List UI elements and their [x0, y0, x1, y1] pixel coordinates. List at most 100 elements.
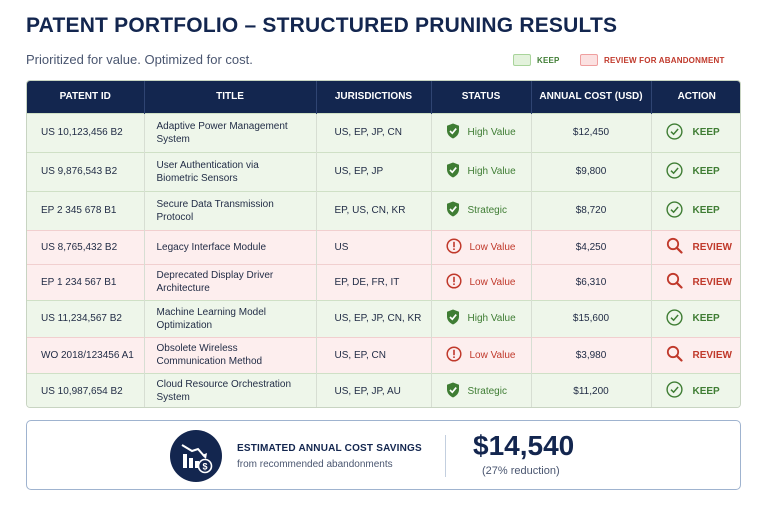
magnifier-icon	[666, 272, 683, 292]
patent-title-line: System	[156, 392, 190, 404]
jurisdictions-cell: US	[316, 229, 432, 264]
action-keep-button[interactable]: KEEP	[665, 381, 741, 401]
patent-title-cell: Legacy Interface Module	[144, 229, 317, 264]
action-label: REVIEW	[692, 349, 732, 361]
shield-check-icon	[446, 309, 460, 328]
status-cell: Strategic	[431, 372, 532, 407]
table-row: EP 1 234 567 B1 Deprecated Display Driver…	[27, 263, 741, 300]
patent-table-container: PATENT ID TITLE JURISDICTIONS STATUS ANN…	[26, 80, 741, 408]
jurisdictions-cell: EP, DE, FR, IT	[316, 263, 432, 300]
savings-label: ESTIMATED ANNUAL COST SAVINGS	[237, 443, 422, 454]
savings-sublabel: from recommended abandonments	[237, 459, 393, 470]
status-cell: High Value	[431, 112, 532, 152]
legend-keep-swatch	[513, 54, 531, 66]
action-cell: KEEP	[651, 372, 741, 407]
action-review-button[interactable]: REVIEW	[666, 272, 741, 292]
action-label: REVIEW	[692, 276, 732, 288]
status-label: High Value	[467, 127, 516, 138]
patent-title-cell: Cloud Resource Orchestration System	[144, 372, 317, 407]
action-label: KEEP	[692, 205, 720, 216]
patent-id-cell: EP 1 234 567 B1	[27, 263, 145, 300]
annual-cost-cell: $8,720	[531, 190, 652, 230]
table-body: US 10,123,456 B2 Adaptive Power Managemen…	[27, 112, 741, 407]
column-header-jurisdictions: JURISDICTIONS	[316, 81, 432, 113]
patent-title-cell: Deprecated Display Driver Architecture	[144, 263, 317, 300]
patent-title-line: Adaptive Power Management	[156, 120, 288, 132]
savings-divider	[445, 435, 446, 477]
action-review-button[interactable]: REVIEW	[666, 345, 741, 365]
column-header-action: ACTION	[677, 91, 716, 103]
status-label: High Value	[467, 313, 516, 324]
alert-circle-icon	[445, 272, 462, 292]
action-cell: KEEP	[651, 190, 741, 230]
savings-reduction: (27% reduction)	[482, 465, 560, 477]
patent-title-line: System	[156, 133, 190, 145]
action-cell: REVIEW	[651, 336, 741, 373]
check-circle-icon	[665, 161, 683, 182]
patent-title-cell: Obsolete Wireless Communication Method	[144, 336, 317, 373]
patent-title-cell: User Authentication via Biometric Sensors	[144, 151, 317, 191]
patent-title-cell: Adaptive Power Management System	[144, 112, 317, 152]
action-label: KEEP	[692, 313, 720, 324]
check-circle-icon	[665, 308, 683, 329]
patent-id-cell: US 10,123,456 B2	[27, 112, 145, 152]
jurisdictions-cell: US, EP, JP	[316, 151, 432, 191]
action-keep-button[interactable]: KEEP	[665, 122, 741, 143]
jurisdictions-cell: EP, US, CN, KR	[316, 190, 432, 230]
legend-review-label: REVIEW FOR ABANDONMENT	[604, 55, 725, 65]
action-label: REVIEW	[692, 241, 732, 253]
legend-review-swatch	[580, 54, 598, 66]
patent-id-cell: US 10,987,654 B2	[27, 372, 145, 407]
check-circle-icon	[665, 200, 683, 221]
status-cell: Low Value	[431, 336, 532, 373]
page-title: PATENT PORTFOLIO – STRUCTURED PRUNING RE…	[26, 14, 618, 37]
action-cell: KEEP	[651, 299, 741, 337]
magnifier-icon	[666, 237, 683, 257]
action-label: KEEP	[692, 127, 720, 138]
status-cell: Low Value	[431, 263, 532, 300]
shield-check-icon	[446, 201, 460, 220]
jurisdictions-cell: US, EP, JP, AU	[316, 372, 432, 407]
column-header-status: STATUS	[431, 81, 532, 113]
annual-cost-cell: $9,800	[531, 151, 652, 191]
table-row: US 10,123,456 B2 Adaptive Power Managemen…	[27, 112, 741, 152]
patent-title-line: Cloud Resource Orchestration	[156, 379, 292, 391]
patent-title-line: Secure Data Transmission	[156, 198, 274, 210]
status-label: Strategic	[467, 205, 507, 216]
status-label: High Value	[467, 166, 516, 177]
patent-title-line: Protocol	[156, 211, 194, 223]
status-label: Low Value	[469, 349, 516, 361]
column-header-annual-cost: ANNUAL COST (USD)	[531, 81, 652, 113]
jurisdictions-cell: US, EP, JP, CN	[316, 112, 432, 152]
table-row: WO 2018/123456 A1 Obsolete Wireless Commun…	[27, 336, 741, 373]
patent-title-cell: Machine Learning Model Optimization	[144, 299, 317, 337]
table-row: EP 2 345 678 B1 Secure Data Transmission P…	[27, 190, 741, 230]
column-header-title: TITLE	[144, 81, 317, 113]
action-keep-button[interactable]: KEEP	[665, 200, 741, 221]
action-keep-button[interactable]: KEEP	[665, 308, 741, 329]
patent-title-line: Machine Learning Model	[156, 306, 267, 318]
patent-title-line: Communication Method	[156, 356, 263, 367]
annual-cost-cell: $4,250	[531, 229, 652, 264]
patent-id-cell: WO 2018/123456 A1	[27, 336, 145, 373]
status-label: Low Value	[469, 241, 516, 253]
patent-id-cell: US 11,234,567 B2	[27, 299, 145, 337]
patent-id-cell: US 8,765,432 B2	[27, 229, 145, 264]
table-row: US 11,234,567 B2 Machine Learning Model Op…	[27, 299, 741, 337]
action-review-button[interactable]: REVIEW	[666, 237, 741, 257]
patent-title-line: Architecture	[156, 283, 210, 294]
alert-circle-icon	[445, 237, 462, 257]
annual-cost-cell: $11,200	[531, 372, 652, 407]
legend-review: REVIEW FOR ABANDONMENT	[580, 54, 725, 66]
status-cell: Low Value	[431, 229, 532, 264]
table-row: US 10,987,654 B2 Cloud Resource Orchestra…	[27, 372, 741, 407]
savings-chart-icon: $	[170, 430, 222, 482]
shield-check-icon	[446, 382, 460, 401]
action-keep-button[interactable]: KEEP	[665, 161, 741, 182]
table-header-row: PATENT ID TITLE JURISDICTIONS STATUS ANN…	[27, 81, 740, 113]
jurisdictions-cell: US, EP, CN	[316, 336, 432, 373]
patent-title-line: Legacy Interface Module	[156, 241, 267, 253]
savings-amount: $14,540	[473, 430, 575, 461]
status-cell: Strategic	[431, 190, 532, 230]
table-row: US 9,876,543 B2 User Authentication via Bi…	[27, 151, 741, 191]
